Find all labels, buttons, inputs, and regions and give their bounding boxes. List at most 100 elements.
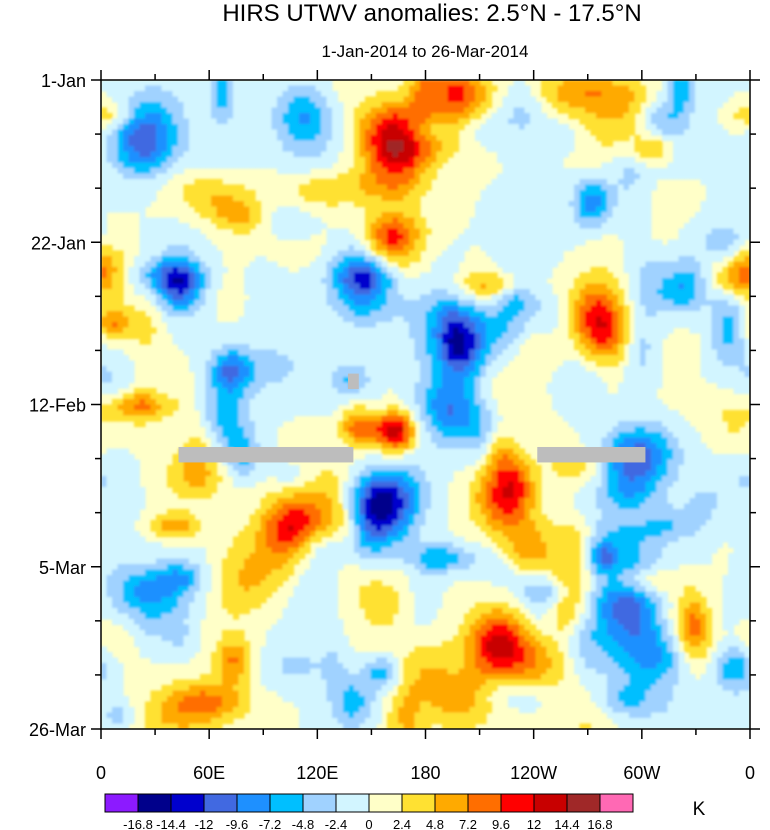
field-cell — [502, 294, 509, 301]
field-cell — [409, 316, 416, 323]
field-cell — [447, 129, 454, 136]
field-cell — [271, 278, 278, 285]
field-cell — [128, 360, 135, 367]
field-cell — [370, 349, 377, 356]
field-cell — [568, 228, 575, 235]
field-cell — [744, 355, 750, 362]
field-cell — [189, 294, 196, 301]
field-cell — [546, 267, 553, 274]
field-cell — [348, 338, 355, 345]
field-cell — [651, 129, 658, 136]
field-cell — [392, 250, 399, 257]
field-cell — [656, 267, 663, 274]
field-cell — [519, 107, 526, 114]
field-cell — [398, 300, 405, 307]
field-cell — [156, 96, 163, 103]
field-cell — [189, 91, 196, 98]
field-cell — [260, 355, 267, 362]
field-cell — [513, 140, 520, 147]
field-cell — [337, 366, 344, 373]
field-cell — [546, 96, 553, 103]
field-cell — [590, 267, 597, 274]
field-cell — [277, 85, 284, 92]
field-cell — [629, 294, 636, 301]
field-cell — [266, 377, 273, 384]
field-cell — [486, 278, 493, 285]
field-cell — [271, 349, 278, 356]
field-cell — [557, 195, 564, 202]
field-cell — [277, 272, 284, 279]
field-cell — [222, 124, 229, 131]
field-cell — [398, 245, 405, 252]
field-cell — [739, 146, 746, 153]
field-cell — [414, 80, 421, 87]
field-cell — [442, 91, 449, 98]
field-cell — [585, 96, 592, 103]
field-cell — [491, 272, 498, 279]
field-cell — [475, 91, 482, 98]
field-cell — [359, 190, 366, 197]
field-cell — [156, 245, 163, 252]
field-cell — [425, 311, 432, 318]
field-cell — [502, 206, 509, 213]
field-cell — [255, 377, 262, 384]
field-cell — [596, 228, 603, 235]
field-cell — [728, 245, 735, 252]
field-cell — [480, 124, 487, 131]
field-cell — [458, 360, 465, 367]
field-cell — [678, 294, 685, 301]
field-cell — [326, 107, 333, 114]
field-cell — [288, 96, 295, 103]
field-cell — [541, 190, 548, 197]
field-cell — [194, 234, 201, 241]
field-cell — [524, 239, 531, 246]
field-cell — [673, 173, 680, 180]
field-cell — [255, 118, 262, 125]
field-cell — [579, 173, 586, 180]
field-cell — [332, 261, 339, 268]
field-cell — [403, 217, 410, 224]
field-cell — [557, 162, 564, 169]
field-cell — [744, 162, 750, 169]
field-cell — [700, 360, 707, 367]
field-cell — [711, 118, 718, 125]
field-cell — [112, 355, 119, 362]
field-cell — [420, 338, 427, 345]
field-cell — [354, 201, 361, 208]
field-cell — [486, 96, 493, 103]
field-cell — [557, 190, 564, 197]
field-cell — [475, 316, 482, 323]
field-cell — [112, 316, 119, 323]
field-cell — [744, 135, 750, 142]
field-cell — [502, 168, 509, 175]
field-cell — [618, 355, 625, 362]
field-cell — [271, 311, 278, 318]
field-cell — [156, 217, 163, 224]
field-cell — [623, 327, 630, 334]
field-cell — [475, 107, 482, 114]
field-cell — [216, 322, 223, 329]
field-cell — [167, 261, 174, 268]
field-cell — [530, 322, 537, 329]
field-cell — [414, 151, 421, 158]
field-cell — [414, 283, 421, 290]
field-cell — [288, 135, 295, 142]
field-cell — [304, 118, 311, 125]
field-cell — [623, 107, 630, 114]
field-cell — [178, 157, 185, 164]
field-cell — [667, 173, 674, 180]
field-cell — [403, 184, 410, 191]
field-cell — [590, 91, 597, 98]
field-cell — [596, 195, 603, 202]
field-cell — [623, 135, 630, 142]
field-cell — [651, 338, 658, 345]
field-cell — [293, 157, 300, 164]
field-cell — [216, 184, 223, 191]
field-cell — [579, 234, 586, 241]
field-cell — [612, 327, 619, 334]
field-cell — [211, 278, 218, 285]
field-cell — [172, 102, 179, 109]
field-cell — [552, 322, 559, 329]
field-cell — [183, 151, 190, 158]
field-cell — [464, 228, 471, 235]
